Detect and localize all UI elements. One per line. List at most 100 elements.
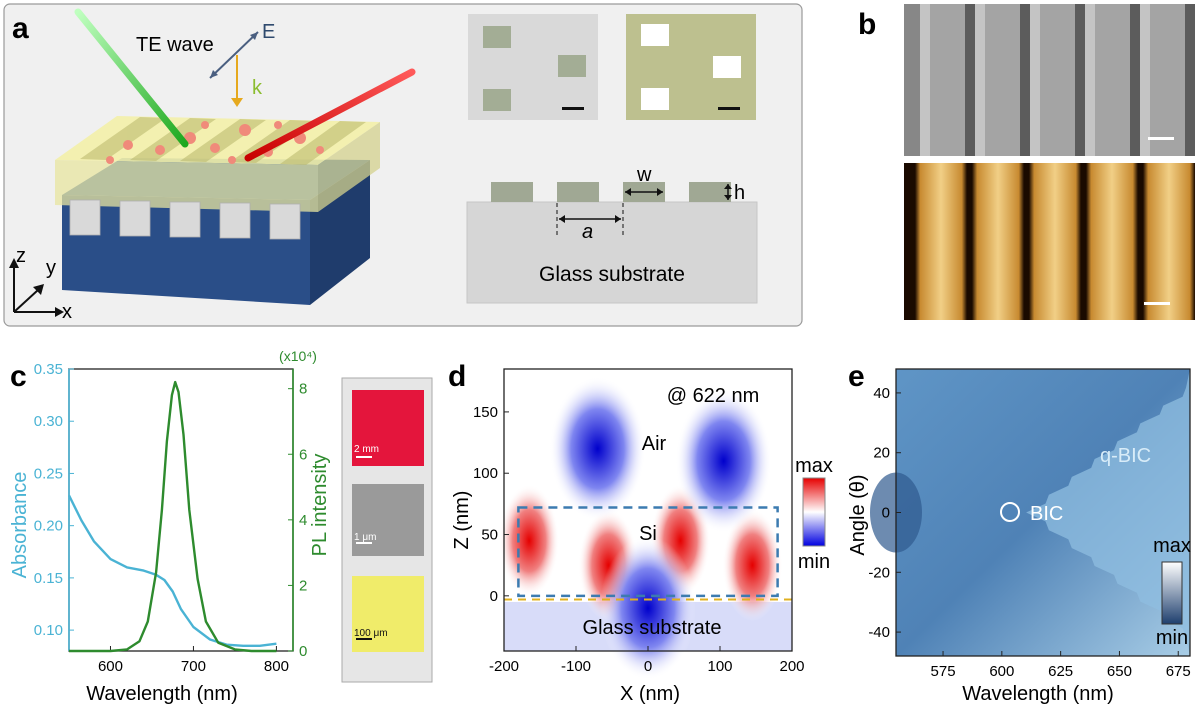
y-tick-label-right: 8 xyxy=(299,381,307,398)
region-air-label: Air xyxy=(642,433,667,455)
wavelength-note: @ 622 nm xyxy=(667,385,760,407)
field-lobe-min xyxy=(600,536,696,681)
colorbar-d-min: min xyxy=(798,551,830,573)
x-tick-label: -100 xyxy=(561,658,591,675)
panel-d: d -200 -100 0 100 200 0 50 100 150 X (nm) Z (nm)… xyxy=(448,360,833,705)
panel-label-d: d xyxy=(448,360,466,393)
panel-label-e: e xyxy=(848,360,865,393)
y-tick-label: 0 xyxy=(490,588,498,605)
axis-x-label: x xyxy=(62,301,72,323)
y-tick-label-right: 4 xyxy=(299,512,307,529)
scale-bar xyxy=(718,107,740,110)
region-glass-label: Glass substrate xyxy=(583,617,722,639)
axis-z-label: z xyxy=(16,245,26,267)
grating-bars xyxy=(69,199,301,240)
y-tick-label-left: 0.20 xyxy=(34,518,63,535)
sem-image xyxy=(904,4,1195,156)
y-tick-label-right: 0 xyxy=(299,643,307,660)
x-tick-label: -200 xyxy=(489,658,519,675)
inset-photo xyxy=(352,390,424,466)
y-tick-label: 20 xyxy=(873,445,890,462)
xyz-axes xyxy=(9,258,64,317)
y-tick-label-left: 0.10 xyxy=(34,622,63,639)
y-tick-label: 150 xyxy=(473,404,498,421)
chart-c-ylabel-right: PL intensity xyxy=(309,454,331,557)
h-label: h xyxy=(734,182,745,204)
emission-beam xyxy=(244,68,416,162)
y-tick-label-right: 2 xyxy=(299,577,307,594)
field-lobe-min xyxy=(549,376,646,521)
chart-d-xlabel: X (nm) xyxy=(620,683,680,705)
x-tick-label: 100 xyxy=(707,658,732,675)
panel-c: c 600 700 800 0.10 0.15 0.20 0.25 0.30 0.35 0 2 4 6 8… xyxy=(9,348,433,705)
chart-e-xlabel: Wavelength (nm) xyxy=(962,683,1114,705)
chart-c-ylabel-left: Absorbance xyxy=(9,472,31,579)
field-lobe-max xyxy=(499,484,560,597)
e-field-arrow xyxy=(209,31,259,79)
y-tick-label-right: 6 xyxy=(299,446,307,463)
scale-bar xyxy=(1148,137,1174,140)
panel-e: e 575 600 625 650 675 -40 -20 0 20 40 Wavelength … xyxy=(847,360,1191,705)
x-tick-label: 0 xyxy=(644,658,652,675)
inset-pl xyxy=(352,576,424,652)
glass-substrate xyxy=(466,201,758,304)
x-tick-label: 600 xyxy=(989,663,1014,680)
x-tick-label: 600 xyxy=(98,658,123,675)
x-tick-label: 200 xyxy=(779,658,804,675)
chart-c: 600 700 800 0.10 0.15 0.20 0.25 0.30 0.35 0 2 4 6 8 xyxy=(34,361,308,675)
scale-bar xyxy=(1144,302,1170,305)
region-si-label: Si xyxy=(639,523,657,545)
y-tick-label: 50 xyxy=(481,527,498,544)
y-tick-label: 40 xyxy=(873,385,890,402)
x-tick-label: 700 xyxy=(181,658,206,675)
colorbar-d xyxy=(802,477,826,547)
bic-marker xyxy=(1000,502,1020,522)
nanocrystal-dots xyxy=(106,121,324,164)
inset-scale-3: 100 μm xyxy=(354,628,388,639)
panel-a: a xyxy=(3,3,803,327)
pl-micrograph xyxy=(626,14,756,120)
x-tick-label: 800 xyxy=(264,658,289,675)
optical-micrograph xyxy=(468,14,598,120)
y-tick-label: 0 xyxy=(882,505,890,522)
chart-e: 575 600 625 650 675 -40 -20 0 20 40 xyxy=(868,368,1191,680)
panel-label-a: a xyxy=(12,12,29,45)
device-3d xyxy=(55,8,416,305)
inset-scale-2: 1 μm xyxy=(354,532,376,543)
scale-bar xyxy=(562,107,584,110)
field-lobe-min xyxy=(675,388,772,533)
chart-e-ylabel: Angle (θ) xyxy=(847,474,869,555)
panel-label-b: b xyxy=(858,8,876,41)
y-tick-label: 100 xyxy=(473,465,498,482)
x-tick-label: 650 xyxy=(1107,663,1132,680)
inset-sem xyxy=(352,484,424,556)
y-tick-label-left: 0.30 xyxy=(34,413,63,430)
inset-scale-1: 2 mm xyxy=(354,444,379,455)
perovskite-side xyxy=(318,122,380,212)
substrate-label: Glass substrate xyxy=(539,263,685,286)
chart-d-ylabel: Z (nm) xyxy=(451,491,473,550)
field-lobe-max xyxy=(722,509,783,622)
chart-d: -200 -100 0 100 200 0 50 100 150 xyxy=(473,368,805,681)
a-label: a xyxy=(582,221,593,243)
te-wave-label: TE wave xyxy=(136,34,214,56)
pump-beam xyxy=(74,8,189,148)
y-tick-label: -40 xyxy=(868,624,890,641)
afm-image xyxy=(904,163,1195,320)
y-tick-label-left: 0.35 xyxy=(34,361,63,378)
qbic-band-region xyxy=(1026,369,1190,656)
y-tick-label: -20 xyxy=(868,564,890,581)
qbic-label: q-BIC xyxy=(1100,445,1151,467)
axis-y-label: y xyxy=(46,257,56,279)
x-tick-label: 625 xyxy=(1048,663,1073,680)
perovskite-front xyxy=(55,160,318,212)
inset-photos: 2 mm 1 μm 100 μm xyxy=(341,377,433,683)
colorbar-e-min: min xyxy=(1156,627,1188,649)
w-label: w xyxy=(636,164,652,186)
x-tick-label: 675 xyxy=(1166,663,1191,680)
pl-line xyxy=(69,380,277,653)
colorbar-e xyxy=(1161,561,1183,625)
x-tick-label: 575 xyxy=(931,663,956,680)
cross-section xyxy=(466,182,758,304)
